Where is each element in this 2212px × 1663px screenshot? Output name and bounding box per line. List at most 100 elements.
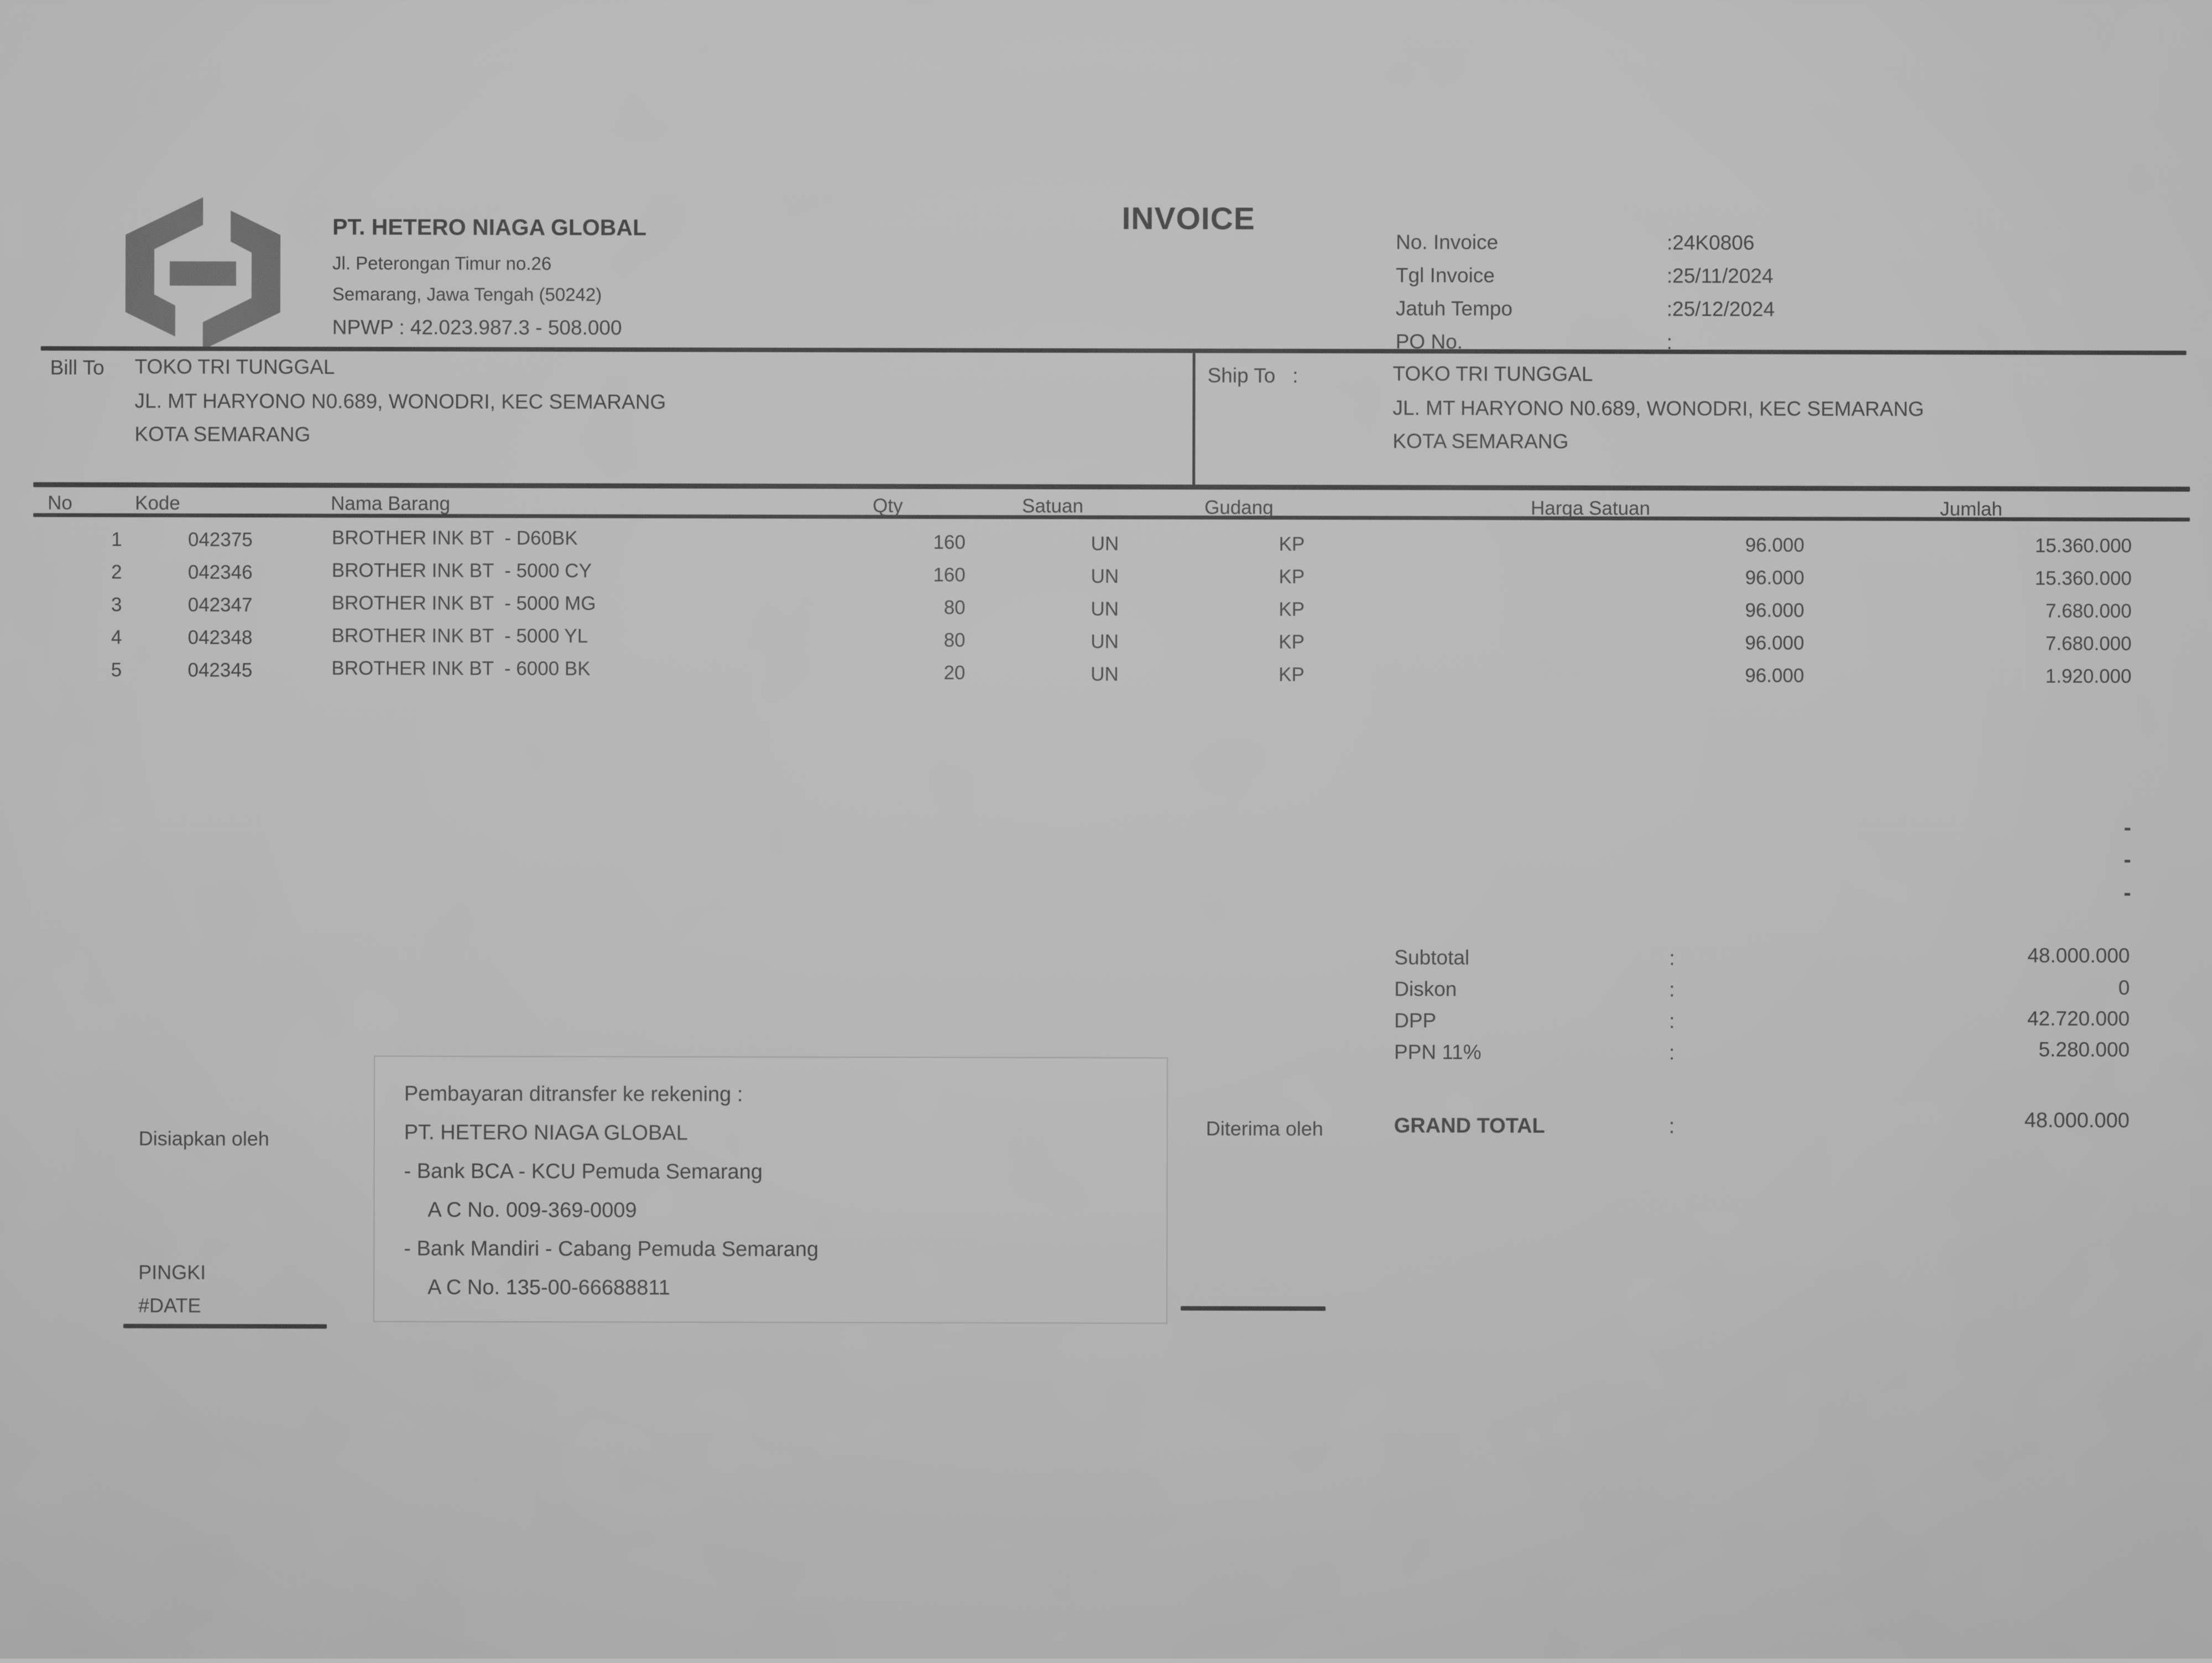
- bill-to-name: TOKO TRI TUNGGAL: [135, 357, 335, 379]
- cell-harga: 96.000: [1680, 568, 1804, 588]
- meta-value-jatuh-tempo: :25/12/2024: [1667, 299, 1775, 320]
- cell-kode: 042348: [188, 628, 253, 649]
- ship-to-city: KOTA SEMARANG: [1392, 431, 1568, 453]
- subtotal-colon: :: [1669, 948, 1674, 969]
- payment-line-2: PT. HETERO NIAGA GLOBAL: [404, 1122, 688, 1145]
- cell-nama: BROTHER INK BT - 5000 MG: [332, 593, 596, 614]
- cell-nama: BROTHER INK BT - 5000 YL: [332, 626, 588, 647]
- empty-row-dash: -: [1959, 848, 2131, 871]
- cell-satuan: UN: [1071, 599, 1139, 620]
- billship-bottom-line: [33, 482, 2190, 491]
- ppn-value: 5.280.000: [1903, 1039, 2130, 1061]
- cell-harga: 96.000: [1680, 535, 1804, 556]
- cell-qty: 160: [878, 532, 966, 553]
- company-name: PT. HETERO NIAGA GLOBAL: [332, 215, 646, 239]
- cell-kode: 042375: [188, 530, 253, 551]
- col-header-satuan: Satuan: [1022, 496, 1083, 517]
- table-row: 1 042375 BROTHER INK BT - D60BK 160 UN K…: [0, 0, 2212, 4]
- cell-jumlah: 1.920.000: [1959, 666, 2131, 687]
- cell-harga: 96.000: [1680, 600, 1804, 621]
- empty-row-dash: -: [1959, 815, 2131, 839]
- meta-label-no-invoice: No. Invoice: [1396, 232, 1498, 253]
- cell-no: 1: [92, 530, 142, 550]
- payment-line-4: A C No. 009-369-0009: [427, 1200, 637, 1222]
- hexagon-h-logo: [114, 196, 292, 351]
- empty-row-dash: -: [1959, 881, 2131, 904]
- received-by-label: Diterima oleh: [1206, 1118, 1323, 1139]
- cell-gudang: KP: [1253, 535, 1331, 555]
- cell-gudang: KP: [1253, 567, 1331, 588]
- bill-to-label: Bill To: [50, 357, 105, 379]
- grand-total-colon: :: [1669, 1116, 1675, 1138]
- company-npwp: NPWP : 42.023.987.3 - 508.000: [332, 317, 622, 339]
- payment-line-5: - Bank Mandiri - Cabang Pemuda Semarang: [404, 1238, 818, 1261]
- prepared-by-label: Disiapkan oleh: [139, 1128, 269, 1149]
- col-header-harga: Harga Satuan: [1531, 499, 1650, 519]
- cell-jumlah: 7.680.000: [1959, 601, 2132, 621]
- cell-kode: 042347: [188, 595, 253, 616]
- cell-kode: 042346: [188, 563, 253, 583]
- cell-no: 2: [92, 562, 142, 583]
- table-row: 5 042345 BROTHER INK BT - 6000 BK 20 UN …: [0, 0, 2212, 4]
- cell-harga: 96.000: [1679, 666, 1804, 686]
- col-header-jumlah: Jumlah: [1940, 499, 2002, 520]
- prepared-signature-line: [123, 1324, 327, 1329]
- bill-to-city: KOTA SEMARANG: [134, 424, 310, 446]
- ship-to-label: Ship To :: [1208, 365, 1298, 387]
- meta-label-jatuh-tempo: Jatuh Tempo: [1396, 298, 1512, 320]
- cell-no: 4: [92, 627, 142, 648]
- cell-jumlah: 15.360.000: [1959, 536, 2132, 556]
- ship-to-name: TOKO TRI TUNGGAL: [1393, 363, 1593, 385]
- col-header-kode: Kode: [135, 494, 180, 514]
- prepared-by-name: PINGKI: [138, 1262, 206, 1283]
- table-header-underline: [33, 513, 2190, 521]
- cell-qty: 80: [878, 630, 966, 651]
- diskon-value: 0: [1903, 977, 2130, 999]
- company-address-line1: Jl. Peterongan Timur no.26: [332, 254, 551, 273]
- received-signature-line: [1181, 1306, 1326, 1311]
- cell-satuan: UN: [1071, 534, 1139, 555]
- cell-jumlah: 15.360.000: [1959, 568, 2132, 589]
- payment-line-3: - Bank BCA - KCU Pemuda Semarang: [404, 1161, 763, 1184]
- cell-nama: BROTHER INK BT - 6000 BK: [331, 658, 590, 679]
- ppn-colon: :: [1669, 1042, 1674, 1064]
- meta-value-no-invoice: :24K0806: [1667, 232, 1755, 254]
- col-header-gudang: Gudang: [1204, 498, 1274, 519]
- col-header-no: No: [48, 493, 72, 514]
- cell-no: 3: [92, 595, 142, 615]
- cell-qty: 20: [878, 663, 965, 683]
- meta-label-tgl-invoice: Tgl Invoice: [1396, 265, 1495, 286]
- cell-nama: BROTHER INK BT - 5000 CY: [332, 561, 592, 582]
- dpp-label: DPP: [1394, 1010, 1436, 1032]
- payment-line-6: A C No. 135-00-66688811: [427, 1277, 670, 1300]
- cell-gudang: KP: [1253, 600, 1331, 620]
- cell-satuan: UN: [1071, 567, 1139, 587]
- table-row: 2 042346 BROTHER INK BT - 5000 CY 160 UN…: [0, 0, 2212, 4]
- table-row: 4 042348 BROTHER INK BT - 5000 YL 80 UN …: [0, 0, 2212, 4]
- dpp-value: 42.720.000: [1903, 1008, 2130, 1030]
- subtotal-value: 48.000.000: [1903, 945, 2130, 967]
- cell-qty: 160: [878, 565, 966, 585]
- col-header-nama: Nama Barang: [331, 494, 450, 514]
- bill-to-address: JL. MT HARYONO N0.689, WONODRI, KEC SEMA…: [134, 391, 666, 414]
- diskon-colon: :: [1669, 979, 1674, 1001]
- cell-nama: BROTHER INK BT - D60BK: [332, 528, 578, 549]
- meta-value-tgl-invoice: :25/11/2024: [1667, 265, 1773, 287]
- dpp-colon: :: [1669, 1011, 1674, 1032]
- billship-divider-vline: [1192, 353, 1196, 486]
- diskon-label: Diskon: [1394, 979, 1457, 1000]
- cell-qty: 80: [878, 598, 966, 618]
- header-divider-line: [41, 346, 2187, 355]
- cell-jumlah: 7.680.000: [1959, 634, 2132, 654]
- col-header-qty: Qty: [873, 496, 903, 516]
- cell-gudang: KP: [1253, 665, 1330, 686]
- payment-line-1: Pembayaran ditransfer ke rekening :: [404, 1084, 743, 1106]
- prepared-by-date: #DATE: [138, 1295, 201, 1316]
- cell-kode: 042345: [187, 661, 252, 681]
- cell-harga: 96.000: [1680, 633, 1804, 653]
- subtotal-label: Subtotal: [1394, 947, 1469, 969]
- cell-satuan: UN: [1070, 665, 1139, 685]
- table-row: 3 042347 BROTHER INK BT - 5000 MG 80 UN …: [0, 0, 2212, 4]
- ship-to-address: JL. MT HARYONO N0.689, WONODRI, KEC SEMA…: [1392, 398, 1924, 420]
